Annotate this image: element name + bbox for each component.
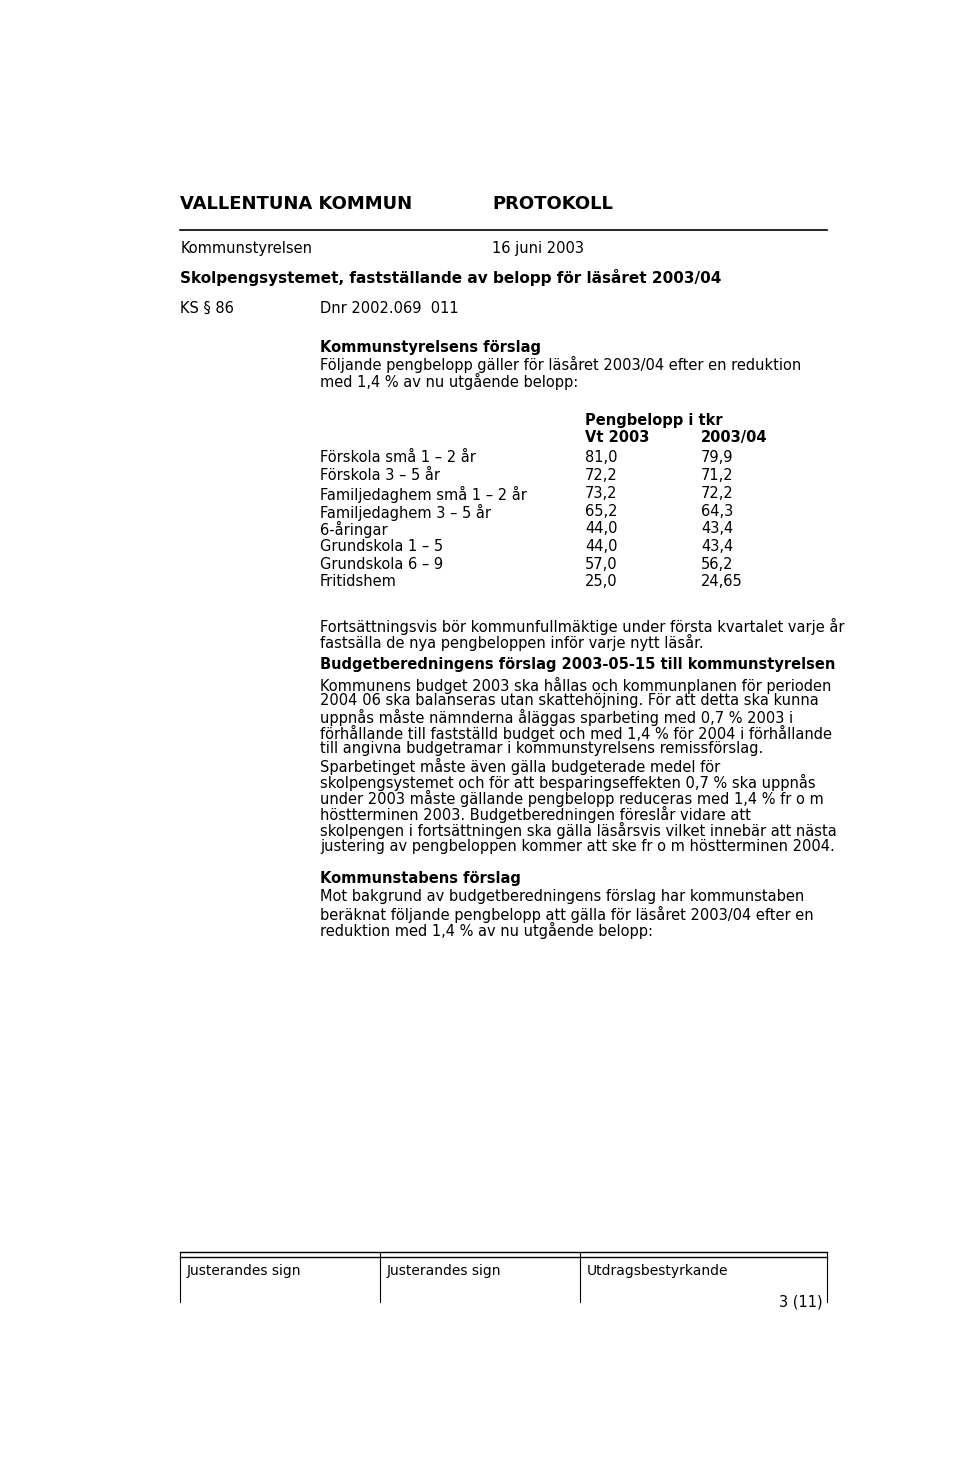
Text: 65,2: 65,2 [585, 504, 617, 519]
Text: 57,0: 57,0 [585, 557, 617, 572]
Text: 72,2: 72,2 [585, 468, 617, 483]
Text: Utdragsbestyrkande: Utdragsbestyrkande [587, 1264, 728, 1277]
Text: Justerandes sign: Justerandes sign [186, 1264, 301, 1277]
Text: Följande pengbelopp gäller för läsåret 2003/04 efter en reduktion: Följande pengbelopp gäller för läsåret 2… [320, 357, 802, 373]
Text: Budgetberedningens förslag 2003-05-15 till kommunstyrelsen: Budgetberedningens förslag 2003-05-15 ti… [320, 657, 835, 671]
Text: Dnr 2002.069  011: Dnr 2002.069 011 [320, 301, 459, 316]
Text: Kommunstyrelsen: Kommunstyrelsen [180, 242, 312, 256]
Text: VALLENTUNA KOMMUN: VALLENTUNA KOMMUN [180, 194, 413, 213]
Text: KS § 86: KS § 86 [180, 301, 234, 316]
Text: 2004 06 ska balanseras utan skattehöjning. För att detta ska kunna: 2004 06 ska balanseras utan skattehöjnin… [320, 694, 819, 708]
Text: 3 (11): 3 (11) [780, 1294, 823, 1309]
Text: 71,2: 71,2 [701, 468, 733, 483]
Text: Förskola 3 – 5 år: Förskola 3 – 5 år [320, 468, 440, 483]
Text: Pengbelopp i tkr: Pengbelopp i tkr [585, 412, 723, 428]
Text: reduktion med 1,4 % av nu utgående belopp:: reduktion med 1,4 % av nu utgående belop… [320, 922, 653, 938]
Text: Kommunstyrelsens förslag: Kommunstyrelsens förslag [320, 339, 540, 354]
Text: Kommunens budget 2003 ska hållas och kommunplanen för perioden: Kommunens budget 2003 ska hållas och kom… [320, 677, 831, 694]
Text: 43,4: 43,4 [701, 522, 733, 536]
Text: uppnås måste nämnderna åläggas sparbeting med 0,7 % 2003 i: uppnås måste nämnderna åläggas sparbetin… [320, 710, 793, 726]
Text: 81,0: 81,0 [585, 451, 617, 465]
Text: 64,3: 64,3 [701, 504, 733, 519]
Text: Skolpengsystemet, fastställande av belopp för läsåret 2003/04: Skolpengsystemet, fastställande av belop… [180, 268, 722, 286]
Text: skolpengen i fortsättningen ska gälla läsårsvis vilket innebär att nästa: skolpengen i fortsättningen ska gälla lä… [320, 823, 837, 839]
Text: med 1,4 % av nu utgående belopp:: med 1,4 % av nu utgående belopp: [320, 372, 578, 390]
Text: Mot bakgrund av budgetberedningens förslag har kommunstaben: Mot bakgrund av budgetberedningens försl… [320, 889, 804, 904]
Text: Fritidshem: Fritidshem [320, 575, 396, 590]
Text: 6-åringar: 6-åringar [320, 522, 388, 538]
Text: 43,4: 43,4 [701, 539, 733, 554]
Text: till angivna budgetramar i kommunstyrelsens remissförslag.: till angivna budgetramar i kommunstyrels… [320, 741, 763, 756]
Text: Förskola små 1 – 2 år: Förskola små 1 – 2 år [320, 451, 476, 465]
Text: 2003/04: 2003/04 [701, 430, 768, 446]
Text: Familjedaghem 3 – 5 år: Familjedaghem 3 – 5 år [320, 504, 491, 520]
Text: Familjedaghem små 1 – 2 år: Familjedaghem små 1 – 2 år [320, 486, 527, 502]
Text: 44,0: 44,0 [585, 539, 617, 554]
Text: Justerandes sign: Justerandes sign [387, 1264, 501, 1277]
Text: Kommunstabens förslag: Kommunstabens förslag [320, 871, 521, 886]
Text: 25,0: 25,0 [585, 575, 617, 590]
Text: höstterminen 2003. Budgetberedningen föreslår vidare att: höstterminen 2003. Budgetberedningen för… [320, 806, 751, 823]
Text: Fortsättningsvis bör kommunfullmäktige under första kvartalet varje år: Fortsättningsvis bör kommunfullmäktige u… [320, 618, 845, 636]
Text: Vt 2003: Vt 2003 [585, 430, 649, 446]
Text: under 2003 måste gällande pengbelopp reduceras med 1,4 % fr o m: under 2003 måste gällande pengbelopp red… [320, 790, 824, 808]
Text: 16 juni 2003: 16 juni 2003 [492, 242, 584, 256]
Text: Grundskola 6 – 9: Grundskola 6 – 9 [320, 557, 444, 572]
Text: 56,2: 56,2 [701, 557, 733, 572]
Text: 24,65: 24,65 [701, 575, 743, 590]
Text: beräknat följande pengbelopp att gälla för läsåret 2003/04 efter en: beräknat följande pengbelopp att gälla f… [320, 906, 813, 922]
Text: 44,0: 44,0 [585, 522, 617, 536]
Text: Sparbetinget måste även gälla budgeterade medel för: Sparbetinget måste även gälla budgeterad… [320, 757, 720, 775]
Text: Grundskola 1 – 5: Grundskola 1 – 5 [320, 539, 444, 554]
Text: 79,9: 79,9 [701, 451, 733, 465]
Text: 72,2: 72,2 [701, 486, 734, 501]
Text: PROTOKOLL: PROTOKOLL [492, 194, 612, 213]
Text: skolpengsystemet och för att besparingseffekten 0,7 % ska uppnås: skolpengsystemet och för att besparingse… [320, 774, 816, 791]
Text: 73,2: 73,2 [585, 486, 617, 501]
Text: fastsälla de nya pengbeloppen inför varje nytt läsår.: fastsälla de nya pengbeloppen inför varj… [320, 634, 704, 652]
Text: justering av pengbeloppen kommer att ske fr o m höstterminen 2004.: justering av pengbeloppen kommer att ske… [320, 839, 834, 854]
Text: förhållande till fastställd budget och med 1,4 % för 2004 i förhållande: förhållande till fastställd budget och m… [320, 725, 832, 742]
